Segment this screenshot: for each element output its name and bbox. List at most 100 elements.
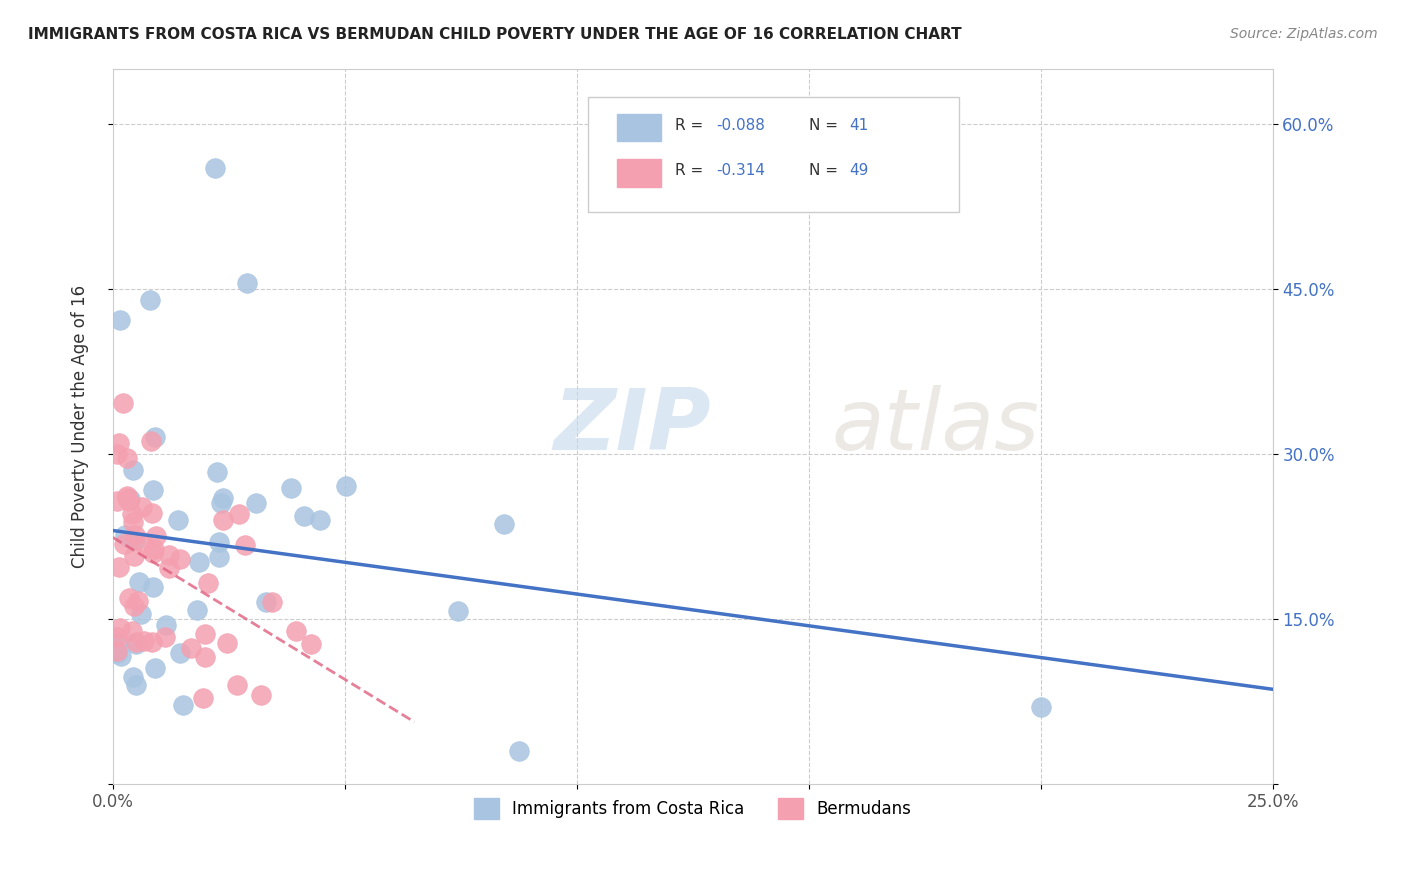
Point [107,494,129,508]
Point [143,430,166,444]
Point [193,690,215,705]
Point [107,447,129,461]
Point [107,646,129,660]
Point [204,161,226,175]
Point [180,641,202,656]
Point [508,744,530,758]
Point [117,490,139,504]
Text: R =: R = [675,163,709,178]
Point [121,670,143,684]
Point [122,549,145,564]
Point [121,624,143,639]
Point [208,535,231,549]
Point [211,491,233,505]
Point [124,533,146,548]
Point [141,506,163,520]
Point [120,492,142,507]
Point [262,595,284,609]
Point [186,603,208,617]
Point [122,599,145,613]
Point [132,535,155,549]
Text: N =: N = [808,163,842,178]
Point [169,646,191,660]
Point [228,507,250,521]
Point [211,513,233,527]
FancyBboxPatch shape [617,160,661,186]
Text: Source: ZipAtlas.com: Source: ZipAtlas.com [1230,27,1378,41]
Point [155,617,177,632]
Point [141,635,163,649]
Point [129,607,152,622]
Point [301,637,323,651]
Point [124,528,146,542]
Point [108,435,131,450]
Point [121,507,143,521]
Point [205,465,228,479]
Point [107,636,129,650]
Point [245,496,267,510]
Point [167,513,190,527]
Point [142,580,165,594]
Point [132,634,155,648]
Point [1029,699,1052,714]
Point [157,561,180,575]
Point [309,513,332,527]
Text: 41: 41 [849,119,869,133]
Point [215,635,238,649]
Point [131,500,153,514]
Point [108,559,131,574]
Text: atlas: atlas [832,384,1040,467]
Point [139,434,162,449]
FancyBboxPatch shape [617,114,661,142]
Point [249,688,271,702]
Point [280,481,302,495]
Point [118,494,141,508]
Text: 49: 49 [849,163,869,178]
Point [128,575,150,590]
Point [108,313,131,327]
Point [254,595,277,609]
Point [108,621,131,635]
Point [125,635,148,649]
Point [193,649,215,664]
Point [188,555,211,569]
Point [125,637,148,651]
Point [235,538,257,552]
Point [169,552,191,566]
Point [142,546,165,560]
Point [194,626,217,640]
FancyBboxPatch shape [588,97,959,211]
Point [111,396,134,410]
Point [172,698,194,712]
Point [209,496,232,510]
Point [157,548,180,562]
Point [492,517,515,532]
Point [121,515,143,529]
Point [235,276,257,290]
Point [114,528,136,542]
Point [142,483,165,498]
Point [115,491,138,506]
Y-axis label: Child Poverty Under the Age of 16: Child Poverty Under the Age of 16 [72,285,89,567]
Point [112,537,135,551]
Point [335,479,357,493]
Text: ZIP: ZIP [554,384,711,467]
Point [107,643,129,657]
Point [118,591,141,606]
Point [197,575,219,590]
Point [127,594,149,608]
Text: -0.314: -0.314 [716,163,765,178]
Point [110,648,132,663]
Point [107,630,129,644]
Legend: Immigrants from Costa Rica, Bermudans: Immigrants from Costa Rica, Bermudans [467,792,918,825]
Text: N =: N = [808,119,842,133]
Text: IMMIGRANTS FROM COSTA RICA VS BERMUDAN CHILD POVERTY UNDER THE AGE OF 16 CORRELA: IMMIGRANTS FROM COSTA RICA VS BERMUDAN C… [28,27,962,42]
Point [139,293,162,307]
Point [121,463,143,477]
Point [294,509,316,524]
Point [142,542,165,557]
Point [226,678,249,692]
Text: -0.088: -0.088 [716,119,765,133]
Point [153,630,176,644]
Point [143,661,166,675]
